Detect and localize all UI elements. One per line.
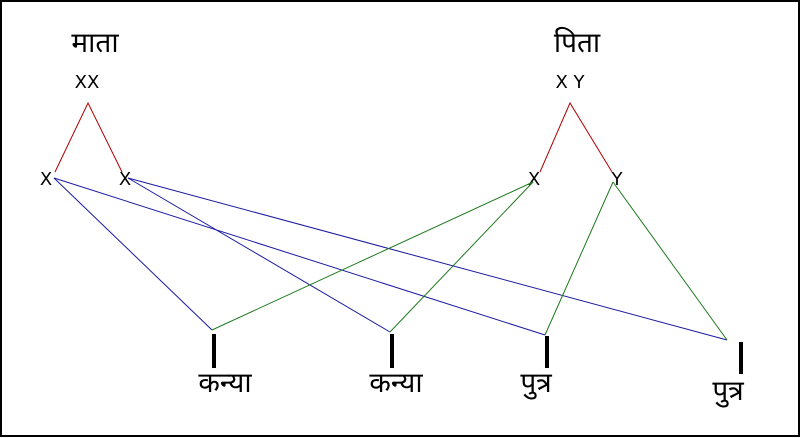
meiosis-lines bbox=[54, 101, 123, 173]
mother-line bbox=[127, 177, 728, 341]
gamete: Y bbox=[611, 169, 624, 190]
gamete: X bbox=[119, 169, 131, 190]
parent-label: पिता bbox=[554, 26, 601, 59]
mother-line bbox=[53, 177, 213, 331]
child-label: कन्या bbox=[198, 366, 252, 399]
genotype: XX bbox=[75, 72, 100, 93]
child-label: पुत्र bbox=[520, 366, 552, 400]
father: पिता X Y X Y bbox=[528, 26, 624, 190]
cross-lines bbox=[53, 177, 728, 341]
children: कन्या कन्या पुत्र पुत्र bbox=[198, 334, 744, 408]
mother-line bbox=[53, 177, 546, 336]
gamete: X bbox=[528, 169, 540, 190]
father-line bbox=[612, 181, 728, 341]
parent-label: माता bbox=[71, 26, 119, 59]
child-label: कन्या bbox=[369, 366, 423, 399]
genotype: X Y bbox=[555, 72, 585, 93]
meiosis-lines bbox=[539, 101, 613, 173]
mother-line bbox=[127, 177, 391, 333]
mother: माता XX X X bbox=[40, 26, 131, 190]
child-label: पुत्र bbox=[712, 374, 744, 408]
father-line bbox=[544, 181, 614, 336]
father-line bbox=[389, 181, 534, 333]
gamete: X bbox=[40, 169, 52, 190]
father-line bbox=[211, 181, 534, 331]
